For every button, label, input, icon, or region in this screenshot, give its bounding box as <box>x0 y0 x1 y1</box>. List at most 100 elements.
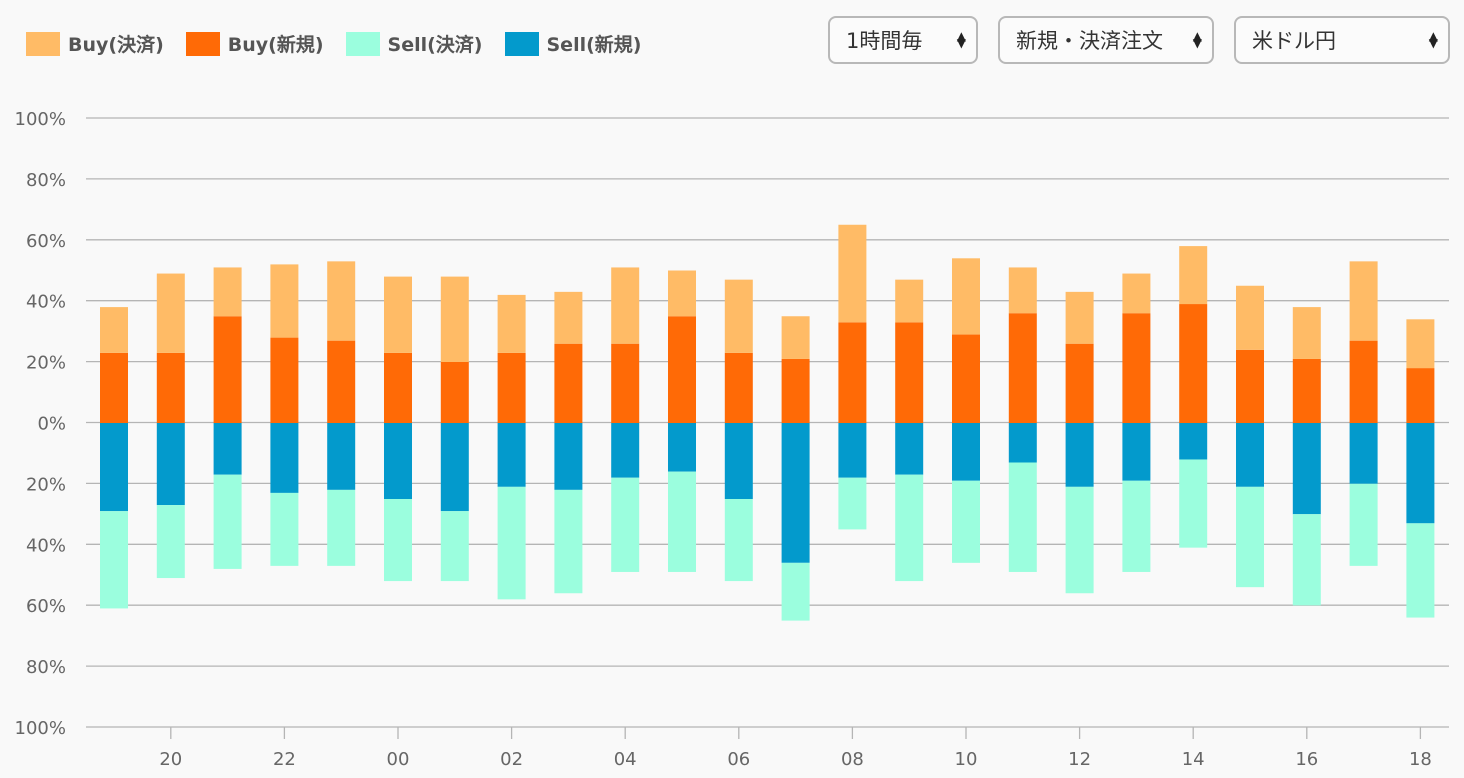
bar-buy-new <box>1065 343 1094 423</box>
bar-buy-new <box>213 316 242 423</box>
bar-sell-new <box>1065 423 1094 487</box>
y-tick-label: 20% <box>26 353 66 374</box>
x-tick-label: 00 <box>387 749 410 770</box>
bar-sell-close <box>611 477 640 572</box>
bar-buy-new <box>895 322 924 423</box>
bar-buy-new <box>384 352 412 423</box>
bar-buy-close <box>1236 285 1264 350</box>
pair-select-value: 米ドル円 <box>1252 29 1336 53</box>
x-tick-label: 12 <box>1068 749 1091 770</box>
legend-swatch-sell-close <box>345 31 380 56</box>
bar-buy-new <box>1349 340 1378 423</box>
bar-sell-new <box>724 423 753 499</box>
bar-buy-new <box>270 337 299 423</box>
y-tick-label: 80% <box>26 170 66 191</box>
bar-sell-close <box>895 474 924 582</box>
bar-sell-new <box>270 423 299 493</box>
x-tick-label: 14 <box>1182 749 1205 770</box>
bar-sell-close <box>781 562 810 621</box>
bar-sell-new <box>1008 423 1037 463</box>
bar-buy-new <box>440 362 469 423</box>
bar-buy-close <box>156 273 185 353</box>
bar-buy-close <box>270 264 299 338</box>
select-arrows-icon: ▲ ▼ <box>1192 29 1202 50</box>
bar-buy-close <box>440 276 469 362</box>
bar-sell-close <box>440 511 469 582</box>
bar-buy-close <box>213 267 242 317</box>
y-tick-label: 100% <box>15 109 66 130</box>
bar-sell-close <box>327 489 356 566</box>
bar-sell-new <box>497 423 526 487</box>
bar-buy-close <box>1179 246 1208 305</box>
bar-sell-new <box>952 423 980 481</box>
bar-sell-new <box>384 423 412 499</box>
bar-buy-close <box>838 224 867 323</box>
y-tick-label: 60% <box>26 596 66 617</box>
bar-buy-close <box>611 267 640 344</box>
interval-select-value: 1時間毎 <box>846 29 923 53</box>
order-type-select-value: 新規・決済注文 <box>1016 29 1163 53</box>
bar-sell-close <box>384 499 412 582</box>
bar-sell-new <box>440 423 469 512</box>
legend: Buy(決済) Buy(新規) Sell(決済) Sell(新規) <box>26 30 641 57</box>
bar-sell-new <box>156 423 185 506</box>
bar-buy-new <box>724 352 753 423</box>
bar-buy-close <box>668 270 696 317</box>
bar-buy-new <box>611 343 640 423</box>
bar-sell-close <box>100 511 128 609</box>
bar-sell-new <box>1236 423 1264 487</box>
bar-sell-new <box>1349 423 1378 484</box>
bar-buy-new <box>100 352 128 423</box>
bar-buy-close <box>384 276 412 353</box>
interval-select[interactable]: 1時間毎 ▲ ▼ <box>828 16 978 64</box>
bar-sell-new <box>611 423 640 478</box>
bar-buy-close <box>1292 307 1321 359</box>
bar-buy-new <box>668 316 696 423</box>
bar-sell-close <box>668 471 696 572</box>
bar-sell-close <box>497 486 526 600</box>
bar-sell-new <box>895 423 924 475</box>
legend-swatch-sell-new <box>504 31 539 56</box>
legend-item-sell-close[interactable]: Sell(決済) <box>345 30 483 57</box>
bar-sell-close <box>1349 483 1378 566</box>
x-tick-label: 08 <box>841 749 864 770</box>
bar-buy-close <box>327 261 356 341</box>
bar-sell-new <box>668 423 696 472</box>
bar-sell-close <box>838 477 867 530</box>
y-tick-label: 100% <box>15 718 66 739</box>
bar-sell-new <box>1406 423 1435 524</box>
x-tick-label: 02 <box>500 749 523 770</box>
bar-buy-close <box>895 279 924 323</box>
legend-item-sell-new[interactable]: Sell(新規) <box>504 30 642 57</box>
bar-buy-close <box>100 307 128 353</box>
order-type-select[interactable]: 新規・決済注文 ▲ ▼ <box>998 16 1214 64</box>
bar-buy-close <box>554 291 583 344</box>
bar-buy-close <box>1122 273 1151 314</box>
bar-buy-close <box>724 279 753 353</box>
bar-buy-close <box>497 294 526 353</box>
bar-buy-close <box>1065 291 1094 344</box>
bar-sell-close <box>1065 486 1094 594</box>
bar-buy-new <box>156 352 185 423</box>
bar-sell-new <box>1179 423 1208 460</box>
bar-sell-new <box>100 423 128 512</box>
y-tick-label: 0% <box>37 414 66 435</box>
legend-item-buy-new[interactable]: Buy(新規) <box>185 30 324 57</box>
y-tick-label: 20% <box>26 474 66 495</box>
bar-sell-close <box>156 505 185 579</box>
bar-sell-new <box>781 423 810 563</box>
x-tick-label: 18 <box>1409 749 1432 770</box>
bar-buy-new <box>1236 349 1264 423</box>
bar-buy-new <box>1008 313 1037 423</box>
legend-label-buy-new: Buy(新規) <box>227 34 324 56</box>
legend-label-sell-new: Sell(新規) <box>546 34 642 56</box>
bar-sell-close <box>213 474 242 569</box>
bar-buy-close <box>1008 267 1037 314</box>
x-tick-label: 04 <box>614 749 637 770</box>
bar-sell-new <box>327 423 356 490</box>
pair-select[interactable]: 米ドル円 ▲ ▼ <box>1234 16 1450 64</box>
bar-sell-new <box>554 423 583 490</box>
bar-sell-close <box>270 492 299 566</box>
legend-item-buy-close[interactable]: Buy(決済) <box>26 30 164 57</box>
